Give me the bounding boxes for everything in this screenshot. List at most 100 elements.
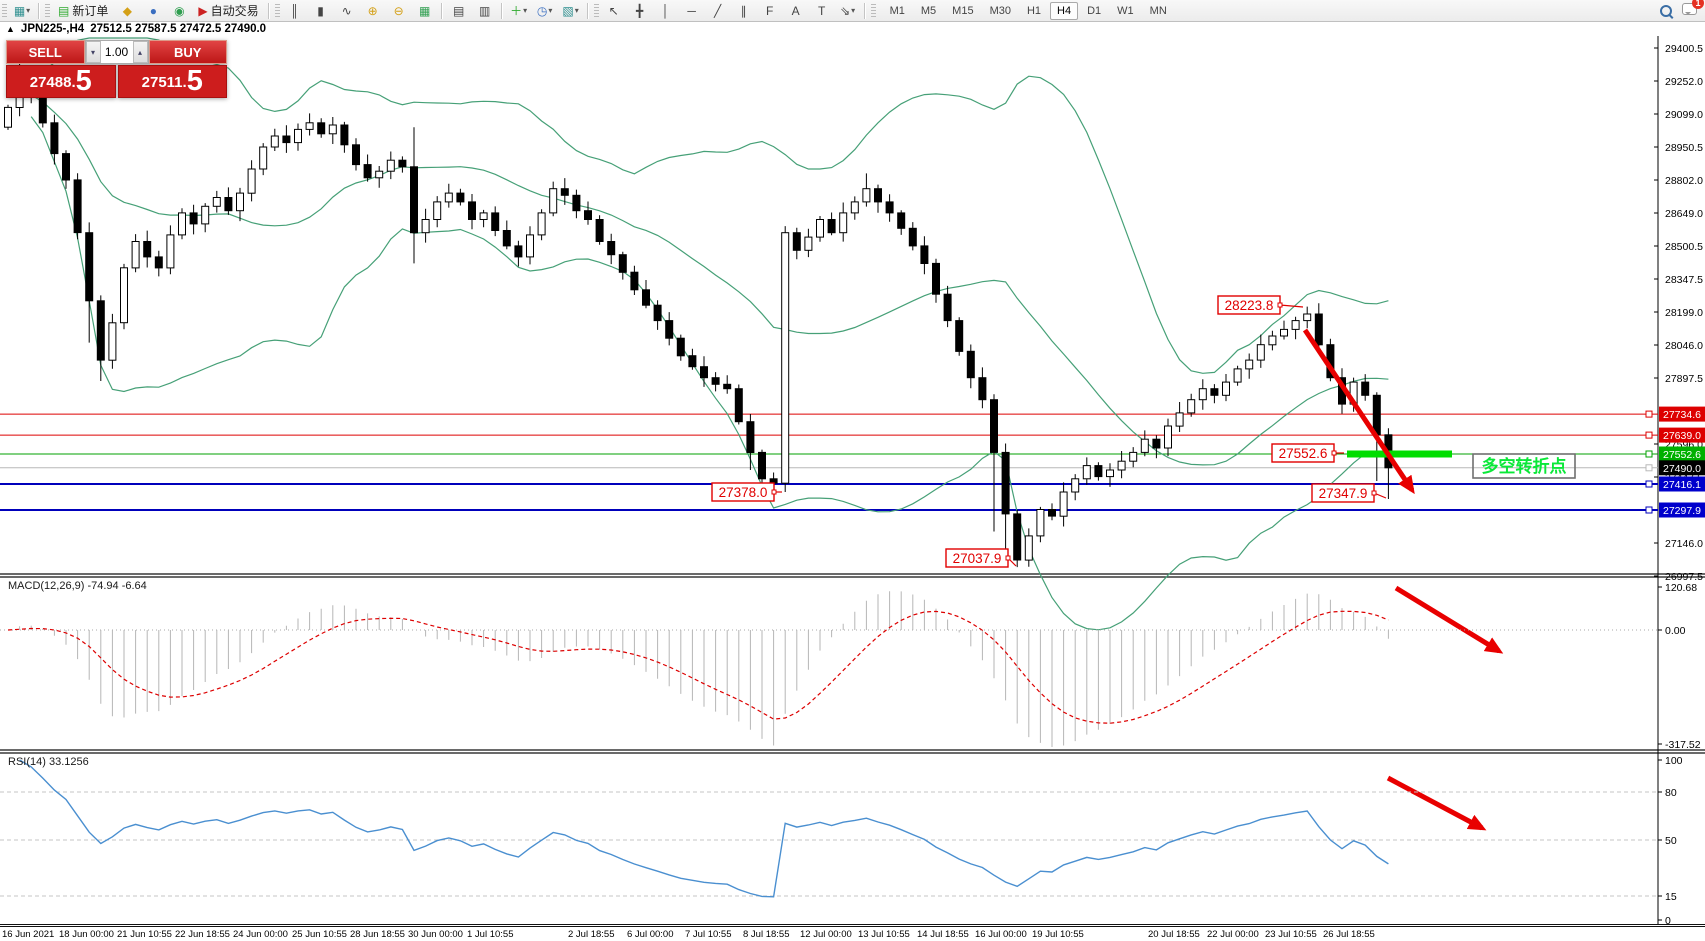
volume-input[interactable]: 1.00 bbox=[104, 45, 129, 59]
zoom-in-button[interactable]: ⊕ bbox=[360, 1, 386, 21]
horizontal-price-lines[interactable] bbox=[0, 410, 1658, 514]
svg-text:0: 0 bbox=[1665, 915, 1671, 927]
line-chart-button[interactable]: ∿ bbox=[334, 1, 360, 21]
svg-text:28223.8: 28223.8 bbox=[1225, 298, 1274, 313]
svg-text:27416.1: 27416.1 bbox=[1663, 479, 1701, 491]
channel-icon: ∥ bbox=[740, 3, 747, 18]
svg-text:20 Jul 18:55: 20 Jul 18:55 bbox=[1148, 929, 1200, 940]
zoom-in-icon: ⊕ bbox=[367, 3, 378, 18]
tile-windows-button[interactable]: ▦ bbox=[412, 1, 438, 21]
svg-text:27897.5: 27897.5 bbox=[1665, 373, 1703, 385]
autotrade-icon: ▶ bbox=[198, 3, 208, 18]
svg-text:1 Jul 10:55: 1 Jul 10:55 bbox=[467, 929, 513, 940]
volume-increase-button[interactable]: ▴ bbox=[132, 41, 148, 63]
svg-text:12 Jul 00:00: 12 Jul 00:00 bbox=[800, 929, 852, 940]
arrows-tool-button[interactable]: ⇘ ▾ bbox=[840, 3, 856, 18]
candlestick-chart-button[interactable]: ▮ bbox=[308, 1, 334, 21]
text-label-tool-button[interactable]: T bbox=[809, 1, 835, 21]
timeframe-button-H1[interactable]: H1 bbox=[1026, 4, 1042, 17]
market-watch-button[interactable]: ◆ bbox=[114, 1, 140, 21]
green-highlight-bar[interactable] bbox=[1347, 450, 1452, 458]
symbol-period-label: JPN225-,H4 bbox=[20, 23, 85, 35]
svg-text:28802.0: 28802.0 bbox=[1665, 175, 1703, 187]
notification-badge[interactable]: 1 bbox=[1692, 0, 1704, 9]
cursor-tool-button[interactable]: ↖ bbox=[601, 1, 627, 21]
fibonacci-tool-button[interactable]: F bbox=[757, 1, 783, 21]
svg-text:28046.0: 28046.0 bbox=[1665, 340, 1703, 352]
vertical-line-tool-button[interactable]: │ bbox=[653, 1, 679, 21]
search-icon[interactable] bbox=[1660, 4, 1672, 17]
auto-arrange-button[interactable]: ▤ bbox=[446, 1, 472, 21]
timeframe-button-M15[interactable]: M15 bbox=[952, 4, 974, 17]
toolbar-grip[interactable] bbox=[45, 3, 50, 18]
periods-button[interactable]: ◷ ▾ bbox=[536, 3, 553, 18]
ohlc-values: 27512.5 27587.5 27472.5 27490.0 bbox=[90, 23, 267, 35]
timeframe-button-M5[interactable]: M5 bbox=[920, 4, 937, 17]
chinese-text-label[interactable]: 多空转折点 bbox=[1472, 453, 1576, 479]
bar-chart-button[interactable]: ║ bbox=[282, 1, 308, 21]
volume-stepper: ▾ 1.00 ▴ bbox=[84, 40, 149, 64]
channel-tool-button[interactable]: ∥ bbox=[731, 1, 757, 21]
timeframe-button-MN[interactable]: MN bbox=[1149, 4, 1167, 17]
trendline-tool-button[interactable]: ╱ bbox=[705, 1, 731, 21]
buy-price-display[interactable]: 27511. 5 bbox=[117, 65, 227, 98]
toolbar-grip[interactable] bbox=[274, 3, 280, 18]
svg-text:24 Jun 00:00: 24 Jun 00:00 bbox=[233, 929, 288, 940]
new-chart-button[interactable]: ▦ ▾ bbox=[13, 3, 31, 18]
svg-text:16 Jun 2021: 16 Jun 2021 bbox=[2, 929, 54, 940]
top-toolbar: ▦ ▾ ▤ 新订单 ◆ ● ◉ ▶ 自动交易 ║ ▮ ∿ ⊕ ⊖ ▦ ▤ ▥ ＋ ▾… bbox=[0, 0, 1705, 22]
crosshair-tool-button[interactable]: ╋ bbox=[627, 1, 653, 21]
svg-text:29400.5: 29400.5 bbox=[1665, 43, 1703, 55]
indicators-button[interactable]: ＋ ▾ bbox=[510, 3, 528, 18]
horizontal-line-tool-button[interactable]: ─ bbox=[679, 1, 705, 21]
new-chart-icon: ▦ bbox=[13, 3, 26, 18]
pane-separators bbox=[0, 36, 1705, 927]
price-callouts[interactable]: 28223.8 27552.6 27378.0 27037.9 27347.9 bbox=[711, 295, 1387, 568]
trend-arrows[interactable] bbox=[1302, 328, 1504, 831]
macd-pane: 120.68 0.00 -317.52 bbox=[0, 582, 1701, 751]
timeframe-button-W1[interactable]: W1 bbox=[1117, 4, 1134, 17]
autotrade-button[interactable]: ▶ 自动交易 bbox=[198, 3, 259, 18]
svg-text:27146.0: 27146.0 bbox=[1665, 538, 1703, 550]
sell-button[interactable]: SELL bbox=[6, 40, 85, 64]
svg-text:15: 15 bbox=[1665, 891, 1677, 903]
svg-text:28649.0: 28649.0 bbox=[1665, 208, 1703, 220]
toolbar-grip[interactable] bbox=[2, 3, 7, 18]
trendline-icon: ╱ bbox=[713, 3, 722, 18]
cascade-button[interactable]: ▥ bbox=[472, 1, 498, 21]
svg-text:22 Jul 00:00: 22 Jul 00:00 bbox=[1207, 929, 1259, 940]
svg-text:6 Jul 00:00: 6 Jul 00:00 bbox=[627, 929, 673, 940]
crosshair-icon: ╋ bbox=[635, 3, 644, 18]
zoom-out-button[interactable]: ⊖ bbox=[386, 1, 412, 21]
timeframe-button-H4[interactable]: H4 bbox=[1050, 1, 1079, 20]
svg-text:14 Jul 18:55: 14 Jul 18:55 bbox=[917, 929, 969, 940]
svg-text:16 Jul 00:00: 16 Jul 00:00 bbox=[975, 929, 1027, 940]
svg-text:30 Jun 00:00: 30 Jun 00:00 bbox=[408, 929, 463, 940]
volume-decrease-button[interactable]: ▾ bbox=[85, 41, 101, 63]
new-order-button[interactable]: ▤ 新订单 bbox=[58, 3, 109, 18]
svg-text:21 Jun 10:55: 21 Jun 10:55 bbox=[117, 929, 172, 940]
timeframe-button-M30[interactable]: M30 bbox=[989, 4, 1011, 17]
svg-text:50: 50 bbox=[1665, 835, 1677, 847]
templates-button[interactable]: ▧ ▾ bbox=[562, 3, 579, 18]
horizontal-line-icon: ─ bbox=[687, 3, 696, 18]
svg-text:8 Jul 18:55: 8 Jul 18:55 bbox=[743, 929, 789, 940]
svg-text:28500.5: 28500.5 bbox=[1665, 241, 1703, 253]
svg-text:22 Jun 18:55: 22 Jun 18:55 bbox=[175, 929, 230, 940]
rsi-pane: 100 80 50 15 0 bbox=[0, 755, 1683, 927]
timeframe-button-M1[interactable]: M1 bbox=[889, 4, 905, 17]
sell-price-display[interactable]: 27488. 5 bbox=[6, 65, 116, 98]
data-window-button[interactable]: ● bbox=[140, 1, 166, 21]
buy-button[interactable]: BUY bbox=[148, 40, 227, 64]
svg-text:28950.5: 28950.5 bbox=[1665, 142, 1703, 154]
svg-text:27347.9: 27347.9 bbox=[1319, 486, 1368, 501]
toolbar-grip[interactable] bbox=[870, 3, 876, 18]
toolbar-grip[interactable] bbox=[593, 3, 599, 18]
cascade-icon: ▥ bbox=[478, 3, 491, 18]
svg-text:27552.6: 27552.6 bbox=[1663, 449, 1701, 461]
arrows-tool-icon: ⇘ bbox=[840, 3, 851, 18]
text-tool-button[interactable]: A bbox=[783, 1, 809, 21]
broadcast-button[interactable]: ◉ bbox=[166, 1, 192, 21]
timeframe-button-D1[interactable]: D1 bbox=[1087, 4, 1102, 17]
zoom-out-icon: ⊖ bbox=[393, 3, 404, 18]
